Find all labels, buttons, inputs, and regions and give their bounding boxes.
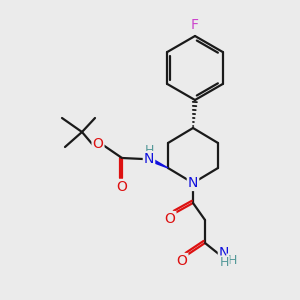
Text: N: N <box>188 176 198 190</box>
Text: H: H <box>219 256 229 269</box>
Text: O: O <box>93 137 104 151</box>
Polygon shape <box>146 156 168 168</box>
Text: O: O <box>177 254 188 268</box>
Text: N: N <box>219 246 229 260</box>
Text: H: H <box>227 254 237 268</box>
Text: H: H <box>144 145 154 158</box>
Text: F: F <box>191 18 199 32</box>
Text: O: O <box>117 180 128 194</box>
Text: O: O <box>165 212 176 226</box>
Text: N: N <box>144 152 154 166</box>
